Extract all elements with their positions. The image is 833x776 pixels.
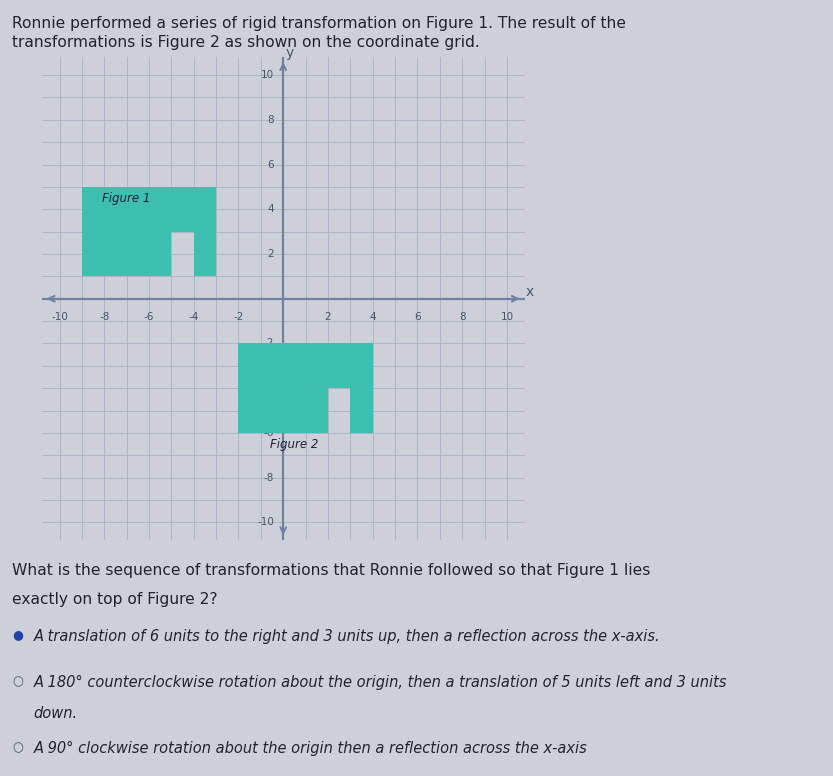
Text: Figure 1: Figure 1: [102, 192, 151, 205]
Text: What is the sequence of transformations that Ronnie followed so that Figure 1 li: What is the sequence of transformations …: [12, 563, 651, 577]
Text: exactly on top of Figure 2?: exactly on top of Figure 2?: [12, 592, 218, 607]
Text: transformations is Figure 2 as shown on the coordinate grid.: transformations is Figure 2 as shown on …: [12, 35, 481, 50]
Text: 4: 4: [369, 312, 376, 322]
Text: 8: 8: [459, 312, 466, 322]
Text: -2: -2: [233, 312, 244, 322]
Text: 2: 2: [325, 312, 332, 322]
Text: -10: -10: [51, 312, 68, 322]
Text: -4: -4: [188, 312, 199, 322]
Text: Figure 2: Figure 2: [270, 438, 318, 451]
Text: -10: -10: [257, 518, 274, 528]
Text: 6: 6: [267, 160, 274, 169]
Text: 8: 8: [267, 115, 274, 125]
Bar: [238, 344, 372, 388]
Text: A 90° clockwise rotation about the origin then a reflection across the x-axis: A 90° clockwise rotation about the origi…: [33, 741, 587, 756]
Text: ○: ○: [12, 675, 23, 688]
Text: x: x: [525, 285, 533, 299]
Text: 10: 10: [501, 312, 513, 322]
Text: -4: -4: [264, 383, 274, 393]
Text: A 180° counterclockwise rotation about the origin, then a translation of 5 units: A 180° counterclockwise rotation about t…: [33, 675, 727, 690]
Text: -8: -8: [99, 312, 109, 322]
Text: 10: 10: [262, 70, 274, 80]
Text: 2: 2: [267, 249, 274, 259]
Text: ●: ●: [12, 629, 23, 642]
Text: A translation of 6 units to the right and 3 units up, then a reflection across t: A translation of 6 units to the right an…: [33, 629, 660, 643]
Text: 6: 6: [414, 312, 421, 322]
Bar: [82, 187, 216, 232]
Text: ○: ○: [12, 741, 23, 754]
Text: down.: down.: [33, 706, 77, 721]
Text: -2: -2: [264, 338, 274, 348]
Text: Ronnie performed a series of rigid transformation on Figure 1. The result of the: Ronnie performed a series of rigid trans…: [12, 16, 626, 30]
Text: -6: -6: [144, 312, 154, 322]
Text: -6: -6: [264, 428, 274, 438]
Text: y: y: [286, 46, 294, 60]
Text: 4: 4: [267, 204, 274, 214]
Bar: [351, 388, 372, 433]
Bar: [238, 388, 328, 433]
Bar: [194, 232, 216, 276]
Bar: [82, 232, 172, 276]
Text: -8: -8: [264, 473, 274, 483]
